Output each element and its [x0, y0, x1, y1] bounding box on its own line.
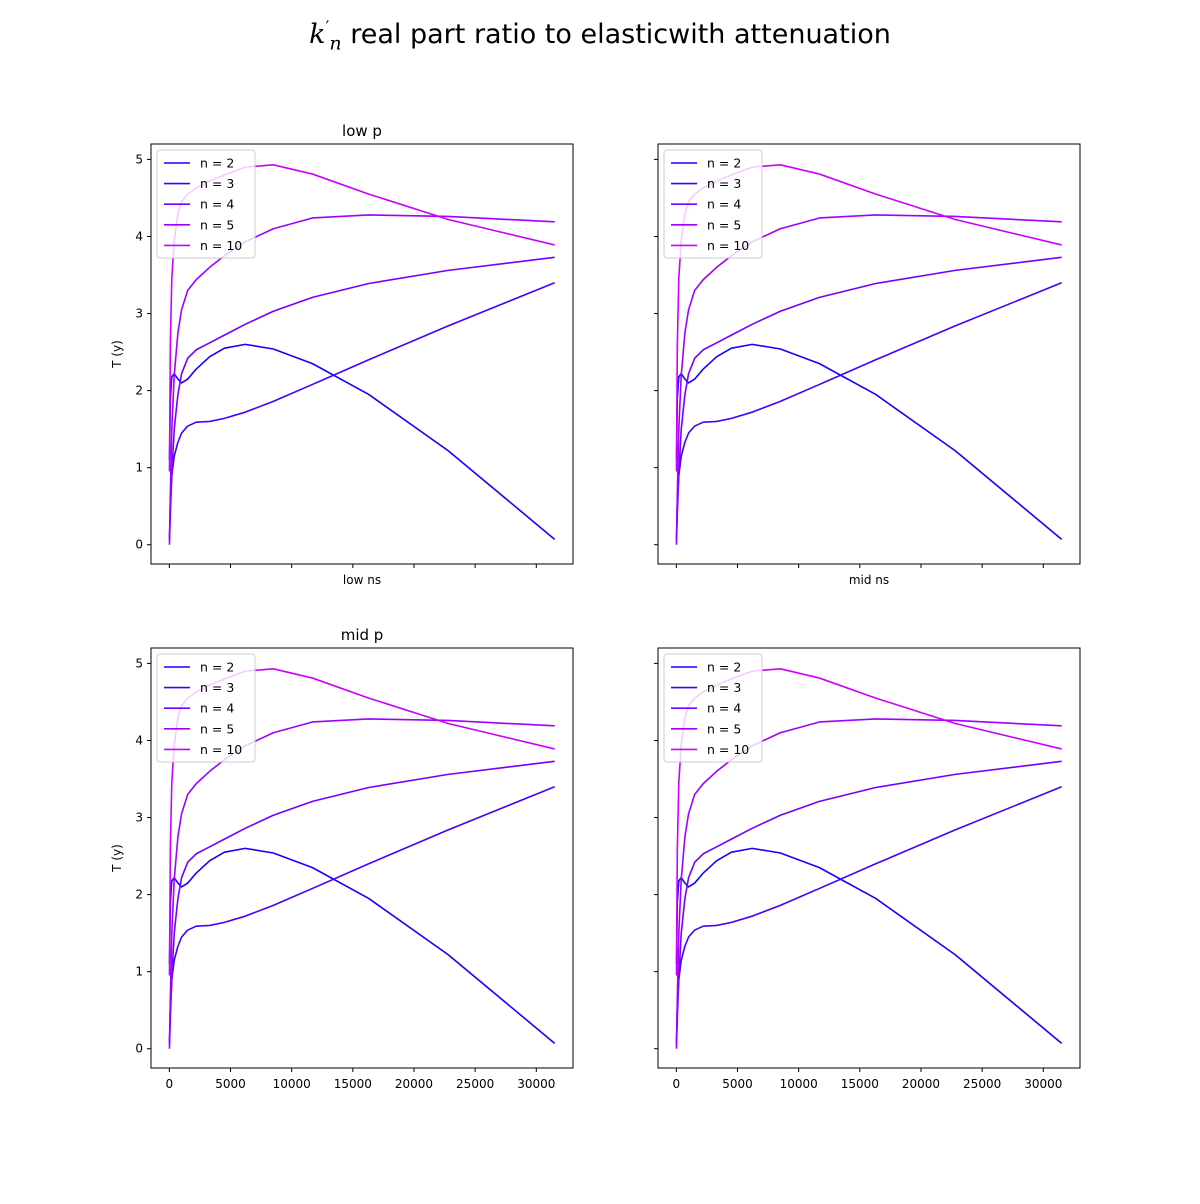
y-tick-label: 1	[135, 461, 143, 475]
legend-label: n = 5	[200, 721, 234, 736]
figure-title: k′n real part ratio to elasticwith atten…	[0, 18, 1200, 54]
legend-box	[156, 149, 256, 259]
series-line-n2	[675, 847, 1063, 1044]
legend-label: n = 10	[707, 238, 749, 253]
series-line-n3	[168, 281, 555, 538]
title-symbol-prime: ′	[325, 18, 330, 38]
legend-label: n = 5	[200, 217, 234, 232]
series-line-n5	[675, 214, 1062, 545]
y-tick-label: 0	[135, 538, 143, 552]
series-line-n4	[168, 256, 555, 541]
legend-box	[663, 149, 763, 259]
x-tick-label: 5000	[215, 1077, 246, 1091]
y-tick-label: 0	[135, 1042, 143, 1056]
axes-frame	[150, 647, 574, 1069]
legend-label: n = 3	[707, 176, 741, 191]
series-line-n2	[168, 343, 556, 540]
series-line-n4	[675, 760, 1062, 1045]
title-symbol-base: k	[309, 19, 326, 50]
legend-label: n = 2	[707, 156, 741, 171]
x-tick-label: 0	[166, 1077, 174, 1091]
series-line-n5	[168, 214, 555, 545]
subplot-title: low p	[342, 122, 382, 140]
legend-label: n = 2	[707, 660, 741, 675]
series-line-n5	[675, 718, 1062, 1049]
axes-frame	[657, 143, 1081, 565]
legend-label: n = 10	[707, 742, 749, 757]
legend: n = 2 n = 3 n = 4 n = 5 n = 10	[663, 653, 763, 763]
series-line-n2	[675, 343, 1063, 540]
x-tick-label: 0	[673, 1077, 681, 1091]
series-line-n3	[675, 785, 1062, 1042]
x-tick-label: 25000	[456, 1077, 494, 1091]
subplot-2: mid ns n = 2 n = 3 n = 4 n = 5 n = 10	[654, 143, 1081, 587]
x-tick-label: 20000	[395, 1077, 433, 1091]
y-tick-label: 4	[135, 733, 143, 747]
y-tick-label: 3	[135, 307, 143, 321]
series-line-n4	[675, 256, 1062, 541]
title-text: real part ratio to elasticwith attenuati…	[341, 19, 891, 50]
x-tick-label: 30000	[1024, 1077, 1062, 1091]
series-line-n4	[168, 760, 555, 1045]
y-tick-label: 3	[135, 811, 143, 825]
legend-box	[156, 653, 256, 763]
legend-box	[663, 653, 763, 763]
legend-label: n = 10	[200, 742, 242, 757]
legend-label: n = 2	[200, 156, 234, 171]
legend-label: n = 3	[200, 680, 234, 695]
axes-frame	[657, 647, 1081, 1069]
series-line-n5	[168, 718, 555, 1049]
title-symbol-subscript: n	[329, 32, 342, 55]
legend-label: n = 4	[200, 197, 234, 212]
x-tick-label: 10000	[780, 1077, 818, 1091]
legend-label: n = 5	[707, 217, 741, 232]
legend: n = 2 n = 3 n = 4 n = 5 n = 10	[663, 149, 763, 259]
y-tick-label: 2	[135, 888, 143, 902]
legend-label: n = 3	[707, 680, 741, 695]
legend-label: n = 4	[200, 701, 234, 716]
x-tick-label: 30000	[517, 1077, 555, 1091]
x-tick-label: 25000	[963, 1077, 1001, 1091]
y-tick-label: 2	[135, 384, 143, 398]
x-tick-label: 10000	[273, 1077, 311, 1091]
x-tick-label: 15000	[334, 1077, 372, 1091]
legend-label: n = 3	[200, 176, 234, 191]
legend-label: n = 5	[707, 721, 741, 736]
subplot-3: 0 5000 10000 15000 20000 25000 30000 0 1 2 3 4 5 mid …	[110, 626, 574, 1091]
subplot-4: 0 5000 10000 15000 20000 25000 30000 n = 2 n = 3…	[654, 647, 1081, 1091]
legend-label: n = 4	[707, 701, 741, 716]
y-axis-label: T (y)	[110, 844, 124, 873]
legend-label: n = 2	[200, 660, 234, 675]
y-tick-label: 4	[135, 229, 143, 243]
legend-label: n = 10	[200, 238, 242, 253]
x-tick-label: 20000	[902, 1077, 940, 1091]
legend-label: n = 4	[707, 197, 741, 212]
x-axis-label: mid ns	[849, 573, 889, 587]
axes-frame	[150, 143, 574, 565]
y-tick-label: 5	[135, 656, 143, 670]
x-tick-label: 5000	[722, 1077, 753, 1091]
x-tick-label: 15000	[841, 1077, 879, 1091]
subplot-title: mid p	[341, 626, 384, 644]
y-axis-label: T (y)	[110, 340, 124, 369]
x-axis-label: low ns	[343, 573, 381, 587]
series-line-n3	[675, 281, 1062, 538]
legend: n = 2 n = 3 n = 4 n = 5 n = 10	[156, 149, 256, 259]
series-line-n2	[168, 847, 556, 1044]
title-symbol: k′n	[309, 18, 342, 54]
series-line-n3	[168, 785, 555, 1042]
y-tick-label: 1	[135, 965, 143, 979]
legend: n = 2 n = 3 n = 4 n = 5 n = 10	[156, 653, 256, 763]
y-tick-label: 5	[135, 152, 143, 166]
